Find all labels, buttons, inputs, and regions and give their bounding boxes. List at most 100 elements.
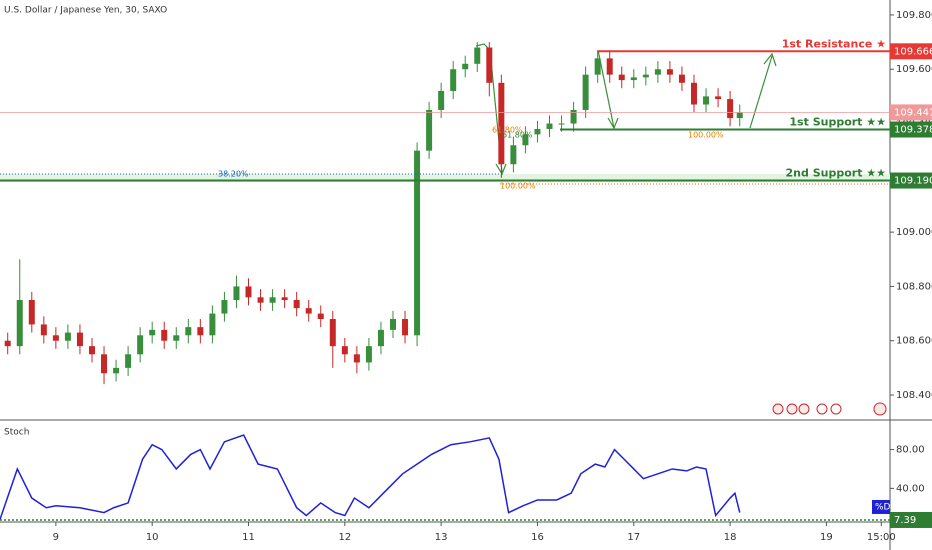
candle-body xyxy=(727,99,734,119)
y-tick-label: 109.000 xyxy=(896,227,932,238)
candle-body xyxy=(522,134,529,146)
candle-body xyxy=(606,58,613,75)
current-price-tag xyxy=(890,104,932,121)
candle-body xyxy=(414,150,421,336)
candle-body xyxy=(594,58,601,75)
candle-body xyxy=(426,109,433,151)
candle-body xyxy=(389,319,396,330)
candle-body xyxy=(450,69,457,91)
candle-body xyxy=(197,327,204,336)
candle-body xyxy=(618,74,625,81)
x-tick-label: 18 xyxy=(724,532,737,543)
current-label: 7.39 xyxy=(894,515,916,526)
candle-body xyxy=(221,300,228,314)
candle-body xyxy=(570,109,577,124)
x-tick-label: 17 xyxy=(627,532,640,543)
level-tag xyxy=(890,121,932,138)
candle-body xyxy=(558,123,565,125)
candle-body xyxy=(377,329,384,347)
candle-body xyxy=(305,308,312,314)
y-tick-label: 109.600 xyxy=(896,64,932,75)
candle-body xyxy=(666,69,673,75)
y-tick-label: 109.800 xyxy=(896,10,932,21)
candle-body xyxy=(654,69,661,75)
stoch-line xyxy=(0,434,741,520)
indicator-title: Stoch xyxy=(4,428,29,438)
x-tick-label: 16 xyxy=(531,532,544,543)
y-tick-label: 80.00 xyxy=(896,445,925,456)
candle-body xyxy=(329,319,336,347)
candle-body xyxy=(209,313,216,336)
candle-body xyxy=(281,297,288,300)
candle-body xyxy=(510,145,517,165)
y-tick-label: 40.00 xyxy=(896,483,925,494)
fib-label: 100.00% xyxy=(688,131,724,140)
y-tick-label: 108.400 xyxy=(896,390,932,401)
candle-body xyxy=(703,96,710,105)
candle-body xyxy=(462,63,469,70)
fib-label: 100.00% xyxy=(500,182,536,191)
level-label: 109.666 xyxy=(894,46,932,57)
candle-body xyxy=(534,128,541,135)
candle-body xyxy=(16,300,23,347)
chart-title: U.S. Dollar / Japanese Yen, 30, SAXO xyxy=(4,6,167,16)
candle-body xyxy=(582,74,589,110)
candle-body xyxy=(52,335,59,341)
candle-body xyxy=(161,329,168,341)
candle-body xyxy=(64,332,71,341)
x-tick-label: 9 xyxy=(53,532,59,543)
candle-body xyxy=(293,300,300,309)
candle-body xyxy=(546,123,553,129)
projection-arrows xyxy=(475,43,777,176)
x-tick-label: 19 xyxy=(820,532,833,543)
candle-body xyxy=(40,324,47,336)
fib-label: 38.20% xyxy=(218,170,249,179)
candle-body xyxy=(736,112,743,119)
candle-body xyxy=(642,74,649,78)
candle-body xyxy=(173,335,180,341)
candle-body xyxy=(486,47,493,83)
candle-body xyxy=(101,354,108,374)
candle-body xyxy=(88,346,95,355)
fib-label: 61.80% xyxy=(502,131,533,140)
candle-body xyxy=(76,332,83,347)
candle-body xyxy=(498,82,505,165)
legend-entry: %D xyxy=(875,502,891,512)
x-tick-label: 15:00 xyxy=(867,532,896,543)
fib-label: 61.80% xyxy=(492,126,523,135)
candle-body xyxy=(28,300,35,325)
candle-body xyxy=(4,340,11,347)
candle-body xyxy=(269,297,276,303)
candle-body xyxy=(137,335,144,355)
level-name: 2nd Support ★★ xyxy=(786,167,887,180)
y-tick-label: 108.800 xyxy=(896,281,932,292)
level-name: 1st Resistance ★ xyxy=(782,37,886,50)
candle-body xyxy=(125,354,132,368)
current-price-label: 109.441 xyxy=(894,107,932,118)
candle-body xyxy=(678,74,685,83)
level-tag xyxy=(890,43,932,60)
candle-body xyxy=(185,327,192,336)
candle-body xyxy=(474,47,481,64)
candle-body xyxy=(715,96,722,100)
candle-body xyxy=(149,329,156,336)
y-tick-label: 108.600 xyxy=(896,336,932,347)
candle-body xyxy=(353,354,360,363)
candle-body xyxy=(690,82,697,105)
level-name: 1st Support ★★ xyxy=(789,116,886,129)
level-label: 109.378 xyxy=(894,125,932,136)
candle-body xyxy=(317,313,324,320)
support-zone xyxy=(0,174,890,182)
current-tag xyxy=(890,511,932,528)
candle-body xyxy=(257,297,264,303)
candle-body xyxy=(438,90,445,110)
candle-body xyxy=(233,286,240,300)
event-icons xyxy=(772,402,887,416)
level-tag xyxy=(890,172,932,189)
legend-box xyxy=(872,499,890,514)
candle-body xyxy=(365,346,372,363)
x-tick-label: 11 xyxy=(242,532,255,543)
candle-body xyxy=(341,346,348,355)
